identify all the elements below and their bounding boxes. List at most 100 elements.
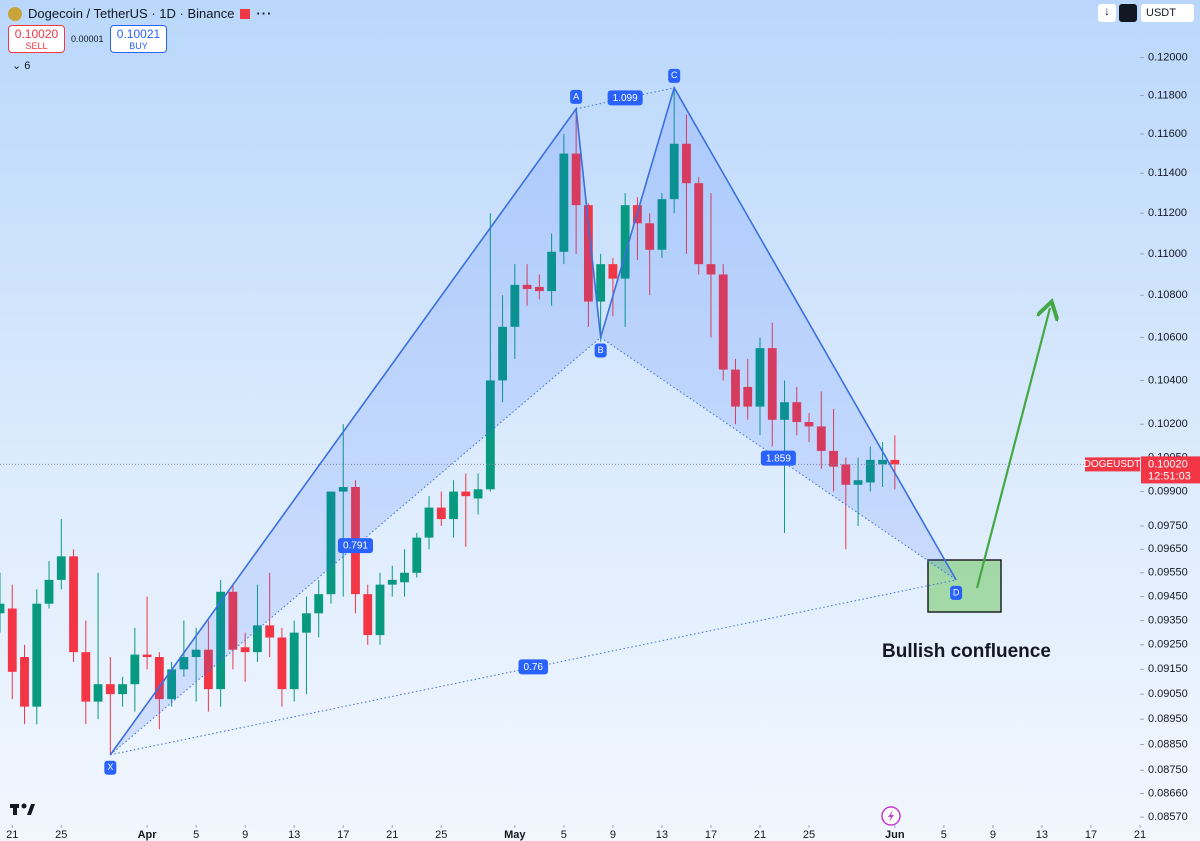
x-tick-label: 9 xyxy=(610,829,616,841)
pattern-point xyxy=(570,89,583,104)
candle-body xyxy=(498,326,507,381)
candle-body xyxy=(461,491,471,497)
candle-body xyxy=(755,348,765,407)
candle-body xyxy=(338,487,348,492)
x-tick-label: 21 xyxy=(754,829,766,841)
x-tick-label: Jun xyxy=(885,829,905,841)
alert-bolt xyxy=(888,810,894,822)
x-tick-label: 5 xyxy=(561,829,567,841)
candle-body xyxy=(694,183,704,265)
x-tick-label: 21 xyxy=(1134,829,1146,841)
candle-body xyxy=(620,205,630,279)
y-tick-label: 0.09250 xyxy=(1148,639,1188,651)
candle-body xyxy=(767,348,777,420)
x-tick-label: 13 xyxy=(1036,829,1048,841)
pattern-point-label: D xyxy=(953,587,960,597)
candle-body xyxy=(56,556,66,580)
indicators-toggle[interactable]: ⌄ 6 xyxy=(12,60,31,72)
price-tag xyxy=(1141,456,1200,484)
candle-body xyxy=(118,684,127,695)
symbol-label: DOGEUSDT xyxy=(1084,459,1141,470)
candle-body xyxy=(302,613,311,633)
symbol-header[interactable]: Dogecoin / TetherUS · 1D · Binance ··· xyxy=(8,6,272,21)
y-tick-label: 0.09050 xyxy=(1148,688,1188,700)
x-tick-label: 21 xyxy=(6,829,18,841)
candle-body xyxy=(375,584,385,636)
y-tick-label: 0.08570 xyxy=(1148,811,1188,823)
candle-body xyxy=(387,579,397,585)
pattern-point xyxy=(668,68,681,83)
candle-body xyxy=(534,286,544,292)
pattern-point xyxy=(104,760,117,775)
y-tick-label: 0.09750 xyxy=(1148,520,1188,532)
candle-body xyxy=(865,459,875,483)
candle-body xyxy=(706,264,716,275)
candle-body xyxy=(743,386,753,407)
pattern-point-label: A xyxy=(573,91,579,101)
y-tick-label: 0.09450 xyxy=(1148,590,1188,602)
y-tick-label: 0.09550 xyxy=(1148,567,1188,579)
y-tick-label: 0.11600 xyxy=(1148,128,1187,140)
candle-body xyxy=(829,450,838,467)
candle-body xyxy=(253,625,262,653)
x-tick-label: 9 xyxy=(990,829,996,841)
y-tick-label: 0.10200 xyxy=(1148,418,1188,430)
candle-body xyxy=(216,591,226,690)
ratio-line xyxy=(109,337,601,756)
candle-body xyxy=(400,572,409,583)
layout-btn[interactable] xyxy=(1119,4,1137,22)
candle-body xyxy=(816,426,826,451)
x-tick-label: 25 xyxy=(55,829,67,841)
x-tick-label: 5 xyxy=(193,829,199,841)
candle-body xyxy=(485,380,495,490)
x-tick-label: 17 xyxy=(705,829,717,841)
buy-label: BUY xyxy=(129,41,148,51)
candle-body xyxy=(228,591,238,650)
candle-body xyxy=(596,264,606,302)
candle-body xyxy=(203,649,213,690)
download-btn[interactable]: ↓ xyxy=(1098,4,1116,22)
candle-body xyxy=(583,205,593,302)
candle-body xyxy=(804,422,814,427)
tv-logo xyxy=(10,803,35,815)
candle-body xyxy=(32,603,42,707)
y-tick-label: 0.09650 xyxy=(1148,543,1188,555)
candle-body xyxy=(559,153,569,252)
candle-body xyxy=(510,284,520,327)
candle-body xyxy=(314,594,324,614)
coin-icon xyxy=(8,6,22,21)
y-tick-label: 0.11200 xyxy=(1148,207,1187,219)
sell-button[interactable]: 0.10020 SELL xyxy=(8,25,65,53)
candle-body xyxy=(326,491,336,595)
candle-body xyxy=(69,556,78,653)
flag[interactable] xyxy=(240,8,251,19)
pattern-fill xyxy=(110,108,601,755)
pattern-point-label: C xyxy=(671,70,678,80)
x-tick-label: Apr xyxy=(138,829,158,841)
pattern-point-label: B xyxy=(598,345,604,355)
candle-body xyxy=(154,657,164,700)
y-tick-label: 0.11000 xyxy=(1148,248,1187,260)
symbol-title: Dogecoin / TetherUS · 1D · Binance xyxy=(28,6,235,21)
y-tick-label: 0.09150 xyxy=(1148,663,1188,675)
x-tick-label: 21 xyxy=(386,829,398,841)
y-tick-label: 0.08660 xyxy=(1148,787,1188,799)
buy-button[interactable]: 0.10021 BUY xyxy=(110,25,167,53)
currency: USDT xyxy=(1146,7,1176,19)
ratio-box xyxy=(607,90,643,106)
y-tick-label: 0.08750 xyxy=(1148,764,1188,776)
indicator-count: 6 xyxy=(24,60,31,72)
candle-body xyxy=(853,480,863,485)
candle-body xyxy=(780,402,789,420)
candle-body xyxy=(718,274,728,370)
candle-body xyxy=(240,647,250,653)
x-tick-label: 17 xyxy=(337,829,349,841)
candle-body xyxy=(44,579,54,604)
currency-select[interactable]: USDT xyxy=(1141,4,1194,22)
annotation: Bullish confluence xyxy=(882,641,1051,662)
candle-body xyxy=(105,684,115,695)
symbol-tag xyxy=(1085,457,1140,472)
candle-body xyxy=(167,669,177,700)
spread: 0.00001 xyxy=(71,34,104,44)
